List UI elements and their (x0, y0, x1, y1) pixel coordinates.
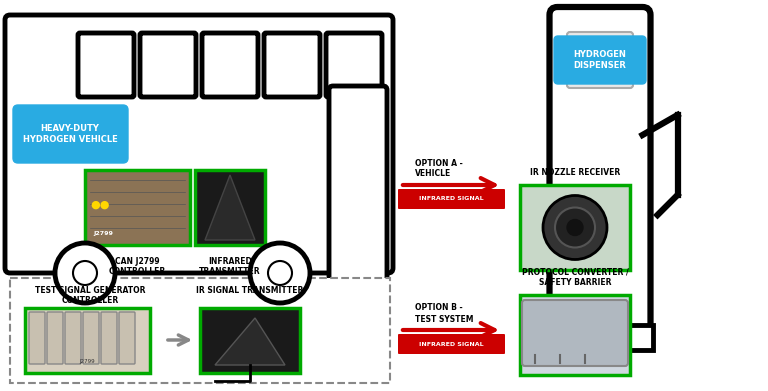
FancyBboxPatch shape (65, 312, 81, 364)
FancyBboxPatch shape (398, 189, 505, 209)
FancyBboxPatch shape (119, 312, 135, 364)
FancyBboxPatch shape (202, 33, 258, 97)
Text: HYDROGEN
DISPENSER: HYDROGEN DISPENSER (574, 50, 627, 70)
FancyBboxPatch shape (25, 308, 150, 373)
Circle shape (55, 243, 115, 303)
FancyBboxPatch shape (85, 170, 190, 245)
Text: J2799: J2799 (93, 231, 113, 236)
Circle shape (567, 219, 583, 235)
FancyBboxPatch shape (567, 32, 633, 88)
Text: ●●: ●● (90, 199, 110, 210)
Text: VEHICLE: VEHICLE (415, 170, 452, 179)
Circle shape (555, 208, 595, 248)
Text: IR NOZZLE RECEIVER: IR NOZZLE RECEIVER (530, 168, 620, 177)
FancyBboxPatch shape (548, 325, 653, 350)
FancyBboxPatch shape (10, 278, 390, 383)
FancyBboxPatch shape (264, 33, 320, 97)
Text: TEST SIGNAL GENERATOR
CONTROLLER: TEST SIGNAL GENERATOR CONTROLLER (35, 286, 145, 305)
FancyBboxPatch shape (101, 312, 117, 364)
FancyBboxPatch shape (140, 33, 196, 97)
Polygon shape (215, 318, 285, 365)
FancyBboxPatch shape (5, 15, 393, 273)
FancyBboxPatch shape (13, 105, 128, 163)
FancyBboxPatch shape (520, 185, 630, 270)
Text: OPTION B -: OPTION B - (415, 303, 462, 312)
Text: J2799: J2799 (80, 359, 95, 364)
FancyBboxPatch shape (554, 36, 646, 84)
Text: HEAVY-DUTY
HYDROGEN VEHICLE: HEAVY-DUTY HYDROGEN VEHICLE (22, 124, 118, 144)
FancyBboxPatch shape (326, 33, 382, 97)
Circle shape (543, 196, 607, 260)
FancyBboxPatch shape (329, 86, 387, 302)
Text: IR SIGNAL TRANSMITTER: IR SIGNAL TRANSMITTER (197, 286, 303, 295)
Circle shape (250, 243, 310, 303)
FancyBboxPatch shape (398, 334, 505, 354)
Text: PROTOCOL CONVERTER /
SAFETY BARRIER: PROTOCOL CONVERTER / SAFETY BARRIER (521, 267, 628, 287)
Circle shape (73, 261, 97, 285)
FancyBboxPatch shape (83, 312, 99, 364)
Text: CAN J2799
CONTROLLER: CAN J2799 CONTROLLER (109, 257, 166, 276)
FancyBboxPatch shape (78, 33, 134, 97)
Text: INFRARED SIGNAL: INFRARED SIGNAL (419, 197, 483, 201)
FancyBboxPatch shape (195, 170, 265, 245)
FancyBboxPatch shape (200, 308, 300, 373)
Circle shape (268, 261, 292, 285)
Text: INFRARED SIGNAL: INFRARED SIGNAL (419, 341, 483, 346)
FancyBboxPatch shape (549, 7, 650, 343)
Text: TEST SYSTEM: TEST SYSTEM (415, 314, 474, 323)
FancyBboxPatch shape (520, 295, 630, 375)
Polygon shape (205, 175, 255, 240)
FancyBboxPatch shape (29, 312, 45, 364)
FancyBboxPatch shape (522, 300, 628, 366)
Text: OPTION A -: OPTION A - (415, 158, 463, 167)
FancyBboxPatch shape (47, 312, 63, 364)
Text: INFRARED
TRANSMITTER: INFRARED TRANSMITTER (199, 257, 261, 276)
